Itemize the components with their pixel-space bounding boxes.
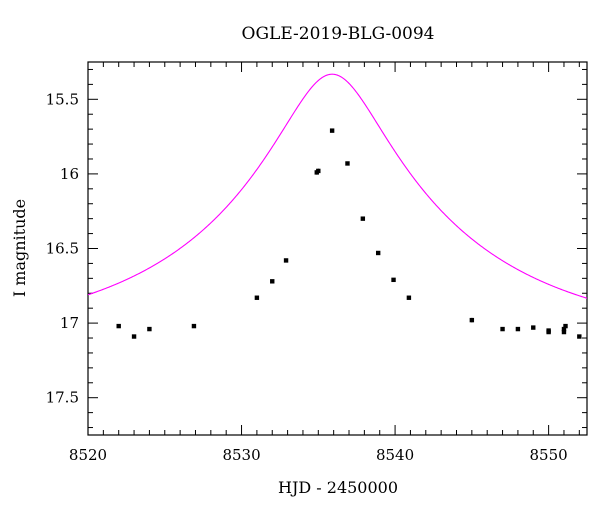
data-point <box>563 323 568 329</box>
point-marker <box>116 323 121 329</box>
point-marker <box>577 334 582 339</box>
data-point <box>515 326 521 332</box>
data-points <box>116 128 582 339</box>
point-marker <box>561 329 567 335</box>
x-tick-labels: 8520 8530 8540 8550 <box>69 446 568 464</box>
data-point <box>270 279 275 284</box>
data-point <box>254 295 260 300</box>
y-tick-labels: 15.5 16 16.5 17 17.5 <box>46 90 79 406</box>
x-tick-label: 8520 <box>69 446 107 464</box>
plot-frame <box>87 61 588 436</box>
data-point <box>577 334 582 339</box>
data-point <box>345 161 350 166</box>
y-tick-label: 16 <box>60 165 79 183</box>
data-point <box>360 216 366 221</box>
point-marker <box>561 326 567 332</box>
data-point <box>531 325 536 330</box>
y-tick-label: 17 <box>60 314 79 332</box>
data-point <box>191 323 197 329</box>
chart-title: OGLE-2019-BLG-0094 <box>242 24 435 44</box>
model-curve <box>87 73 588 299</box>
point-marker <box>406 295 412 300</box>
data-point <box>283 258 289 263</box>
point-marker <box>329 128 335 133</box>
data-point <box>500 326 505 332</box>
point-marker <box>563 323 568 329</box>
point-marker <box>391 277 396 283</box>
point-marker <box>191 323 197 329</box>
point-marker <box>283 258 289 263</box>
point-marker <box>500 326 505 332</box>
data-point <box>546 329 551 335</box>
point-marker <box>531 325 536 330</box>
point-marker <box>345 161 350 166</box>
y-tick-label: 16.5 <box>46 240 79 258</box>
point-marker <box>147 326 152 332</box>
point-marker <box>270 279 275 284</box>
data-point <box>131 334 137 339</box>
data-point <box>329 128 335 133</box>
y-tick-label: 15.5 <box>46 90 79 108</box>
x-tick-label: 8540 <box>376 446 414 464</box>
data-point <box>391 277 396 283</box>
data-point <box>116 323 121 329</box>
minor-ticks <box>88 62 587 435</box>
point-marker <box>360 216 366 221</box>
data-point <box>147 326 152 332</box>
data-point <box>469 317 475 323</box>
point-marker <box>131 334 137 339</box>
y-axis-label: I magnitude <box>10 199 29 297</box>
point-marker <box>469 317 475 323</box>
major-ticks <box>87 62 587 435</box>
point-marker <box>316 168 321 174</box>
x-tick-label: 8530 <box>222 446 260 464</box>
x-tick-label: 8550 <box>530 446 568 464</box>
point-marker <box>515 326 521 332</box>
y-tick-label: 17.5 <box>46 389 79 407</box>
data-point <box>406 295 412 300</box>
point-marker <box>375 250 381 256</box>
data-point <box>375 250 381 256</box>
point-marker <box>546 329 551 335</box>
x-axis-label: HJD - 2450000 <box>278 478 398 497</box>
data-point <box>316 168 321 174</box>
point-marker <box>254 295 260 300</box>
